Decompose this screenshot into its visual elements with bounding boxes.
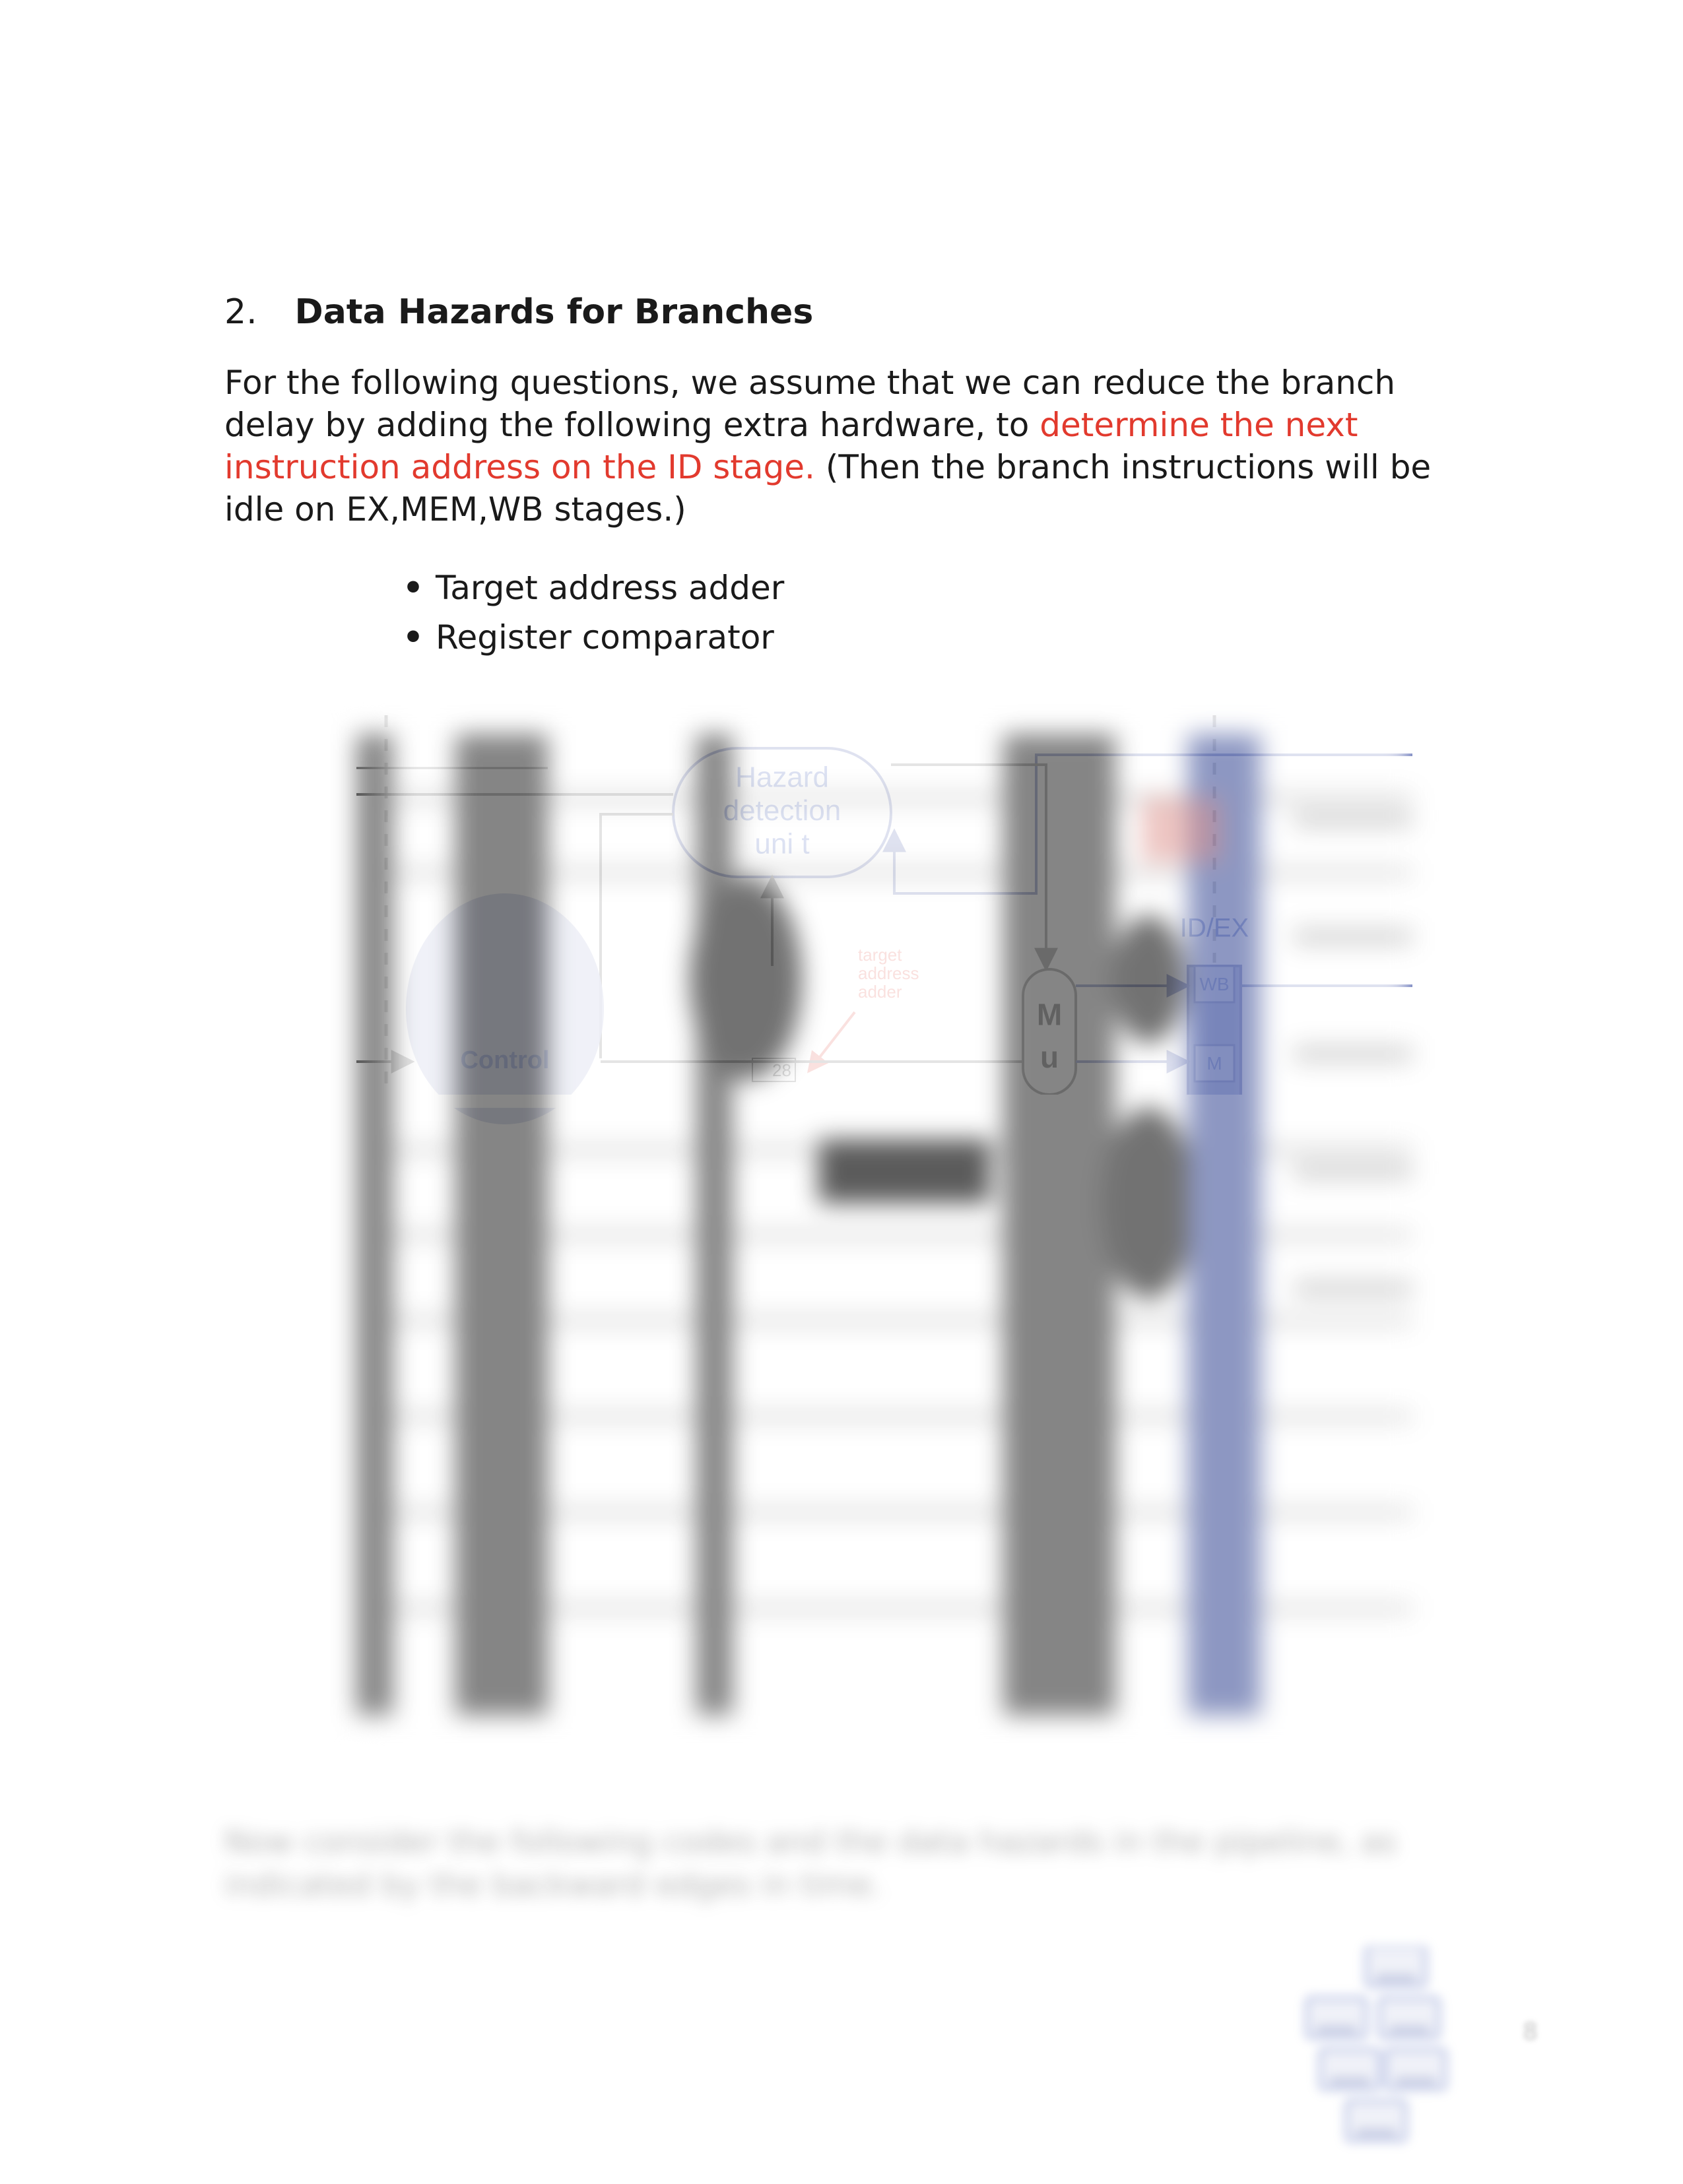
list-item: Register comparator bbox=[403, 613, 1459, 662]
list-item-label: Register comparator bbox=[436, 618, 774, 657]
blurred-stage-boxes bbox=[1287, 1946, 1459, 2184]
page-number: 8 bbox=[1523, 2018, 1538, 2045]
intro-paragraph: For the following questions, we assume t… bbox=[224, 362, 1459, 530]
heading-title: Data Hazards for Branches bbox=[295, 292, 814, 332]
list-item-label: Target address adder bbox=[436, 569, 784, 607]
section-heading: 2. Data Hazards for Branches bbox=[224, 290, 1459, 335]
heading-number: 2. bbox=[224, 290, 284, 335]
pipeline-diagram: Hazarddetectionuni tControltargetaddress… bbox=[356, 702, 1412, 1758]
list-item: Target address adder bbox=[403, 563, 1459, 613]
blurred-paragraph: Now consider the following codes and the… bbox=[224, 1821, 1459, 1907]
hardware-list: Target address adder Register comparator bbox=[403, 563, 1459, 662]
